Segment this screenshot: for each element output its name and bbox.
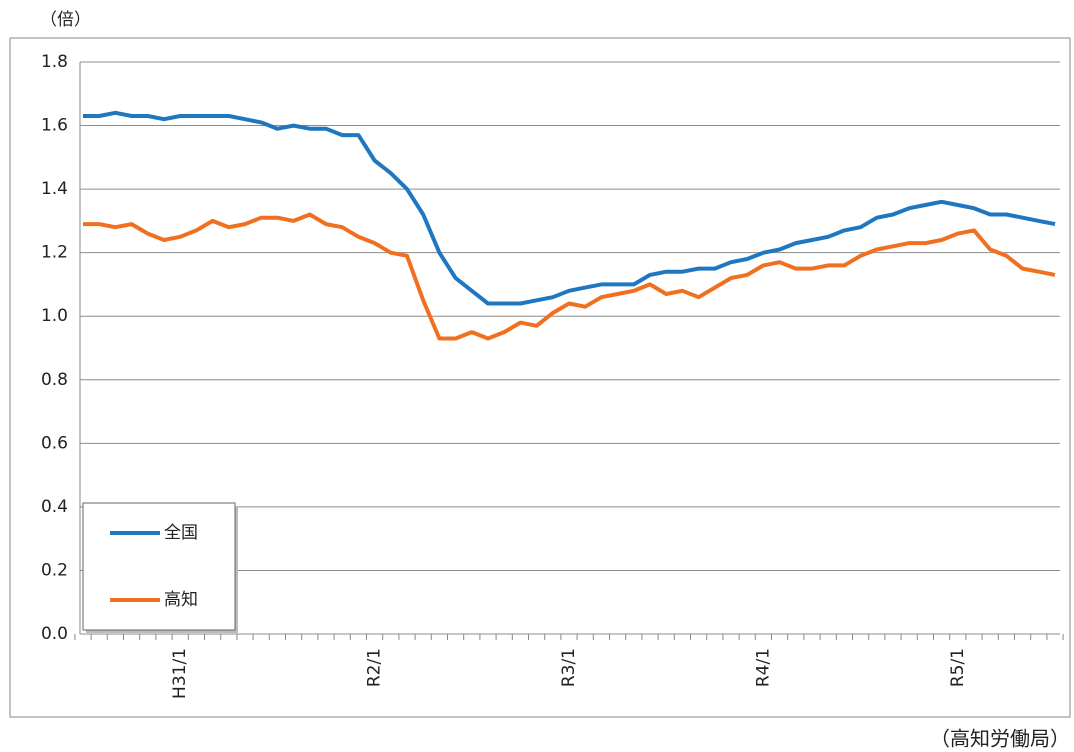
series-line bbox=[83, 212, 1056, 341]
x-tick-label: R4/1 bbox=[753, 648, 773, 687]
legend-label: 全国 bbox=[164, 523, 198, 543]
legend-label: 高知 bbox=[164, 590, 198, 610]
x-tick-label: R3/1 bbox=[559, 648, 579, 687]
series-line bbox=[83, 110, 1056, 306]
y-tick-label: 0.0 bbox=[41, 624, 68, 644]
y-tick-label: 1.8 bbox=[41, 52, 68, 72]
source: （高知労働局） bbox=[930, 727, 1070, 751]
y-tick-label: 0.8 bbox=[41, 370, 68, 390]
y-tick-label: 1.6 bbox=[41, 116, 68, 136]
unit-label: （倍） bbox=[40, 10, 91, 30]
x-tick-label: R5/1 bbox=[948, 648, 968, 687]
x-tick-label: R2/1 bbox=[365, 648, 385, 687]
y-tick-label: 1.2 bbox=[41, 243, 68, 263]
y-tick-label: 1.4 bbox=[41, 179, 68, 199]
x-tick-label: H31/1 bbox=[170, 648, 190, 699]
chart-frame bbox=[9, 37, 1071, 718]
y-tick-label: 1.0 bbox=[41, 306, 68, 326]
y-tick-label: 0.6 bbox=[41, 433, 68, 453]
y-tick-label: 0.4 bbox=[41, 497, 68, 517]
y-tick-label: 0.2 bbox=[41, 560, 68, 580]
legend-box bbox=[82, 502, 236, 631]
